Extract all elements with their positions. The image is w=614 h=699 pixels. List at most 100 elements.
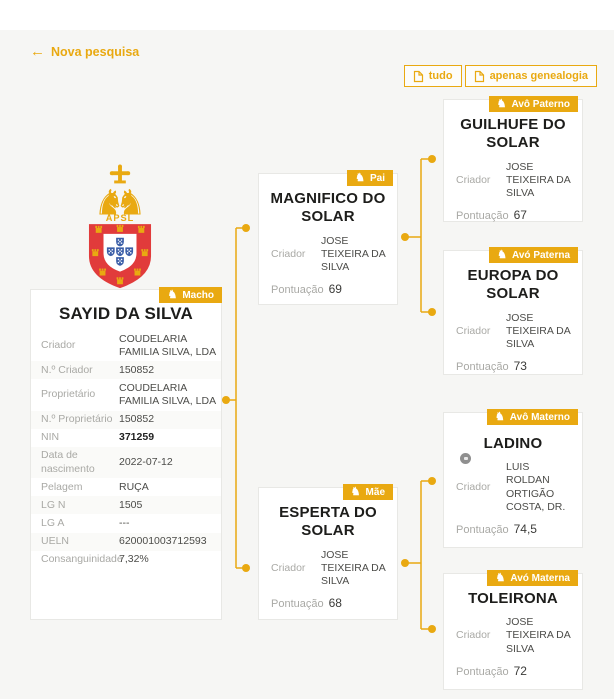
criador-value: JOSE TEIXEIRA DA SILVA: [321, 548, 386, 587]
medal-icon: [460, 453, 471, 464]
field-value: 150852: [119, 413, 155, 426]
criador-value: JOSE TEIXEIRA DA SILVA: [506, 616, 571, 655]
horse-left-icon: ♞: [94, 183, 125, 223]
card-avo-paterna[interactable]: ♞ Avó Paterna EUROPA DO SOLAR Criador JO…: [443, 247, 583, 375]
card-avo-materna[interactable]: ♞ Avó Materna TOLEIRONA Criador JOSE TEI…: [443, 570, 583, 690]
badge-pai: ♞ Pai: [347, 170, 393, 186]
horse-name: GUILHUFE DO SOLAR: [460, 116, 566, 152]
pontuacao-row: Pontuação 68: [259, 590, 397, 616]
criador-row: Criador JOSE TEIXEIRA DA SILVA: [259, 231, 397, 276]
criador-row: Criador JOSE TEIXEIRA DA SILVA: [259, 545, 397, 590]
pontuacao-label: Pontuação: [271, 283, 324, 296]
new-search-link[interactable]: ← Nova pesquisa: [30, 44, 139, 59]
horse-name: MAGNIFICO DO SOLAR: [270, 190, 386, 226]
field-row-num-proprietario: N.º Proprietário 150852: [31, 410, 221, 429]
badge-avo-paterna: ♞ Avó Paterna: [489, 247, 578, 263]
pdf-all-label: tudo: [428, 70, 453, 82]
horse-name: LADINO: [483, 435, 543, 452]
pontuacao-row: Pontuação 74,5: [444, 516, 582, 542]
pontuacao-value: 69: [328, 281, 342, 296]
pontuacao-label: Pontuação: [456, 523, 509, 536]
pontuacao-value: 68: [328, 595, 342, 610]
criador-label: Criador: [456, 173, 491, 186]
new-search-label: Nova pesquisa: [51, 44, 140, 59]
shield-castles: [91, 224, 149, 285]
horse-icon: ♞: [167, 288, 178, 301]
pontuacao-row: Pontuação 67: [444, 202, 582, 228]
field-label: Data de nascimento: [41, 449, 95, 475]
pontuacao-row: Pontuação 69: [259, 276, 397, 302]
criador-value: JOSE TEIXEIRA DA SILVA: [506, 160, 571, 199]
field-label: UELN: [41, 535, 70, 547]
badge-label: Avó Paterna: [512, 249, 570, 261]
badge-mae: ♞ Mãe: [342, 484, 393, 500]
field-label: Consanguinidade: [41, 553, 123, 566]
field-value: 150852: [119, 363, 155, 376]
pontuacao-label: Pontuação: [456, 665, 509, 678]
horse-icon: ♞: [495, 571, 506, 584]
field-label: Proprietário: [41, 388, 96, 401]
field-row-data-nascimento: Data de nascimento 2022-07-12: [31, 446, 221, 479]
field-row-consanguinidade: Consanguinidade 7,32%: [31, 551, 221, 569]
field-value: 620001003712593: [119, 535, 207, 547]
sex-badge-label: Macho: [182, 289, 214, 301]
badge-label: Avô Paterno: [511, 98, 570, 110]
subject-card: ♞ Macho SAYID DA SILVA Criador COUDELARI…: [30, 287, 222, 620]
field-value: COUDELARIA FAMILIA SILVA, LDA: [119, 332, 217, 358]
card-pai[interactable]: ♞ Pai MAGNIFICO DO SOLAR Criador JOSE TE…: [258, 170, 398, 305]
criador-label: Criador: [271, 561, 306, 574]
pontuacao-value: 72: [513, 663, 527, 678]
export-buttons: tudo apenas genealogia: [403, 65, 597, 87]
field-label: Criador: [41, 339, 76, 352]
field-row-nin: NIN 371259: [31, 429, 221, 447]
field-row-proprietario: Proprietário COUDELARIA FAMILIA SILVA, L…: [31, 379, 221, 410]
pdf-icon: [474, 70, 484, 82]
field-row-ueln: UELN 620001003712593: [31, 532, 221, 551]
back-arrow-icon: ←: [30, 43, 45, 60]
badge-label: Pai: [369, 172, 385, 184]
horse-icon: ♞: [355, 171, 365, 184]
criador-row: Criador LUIS ROLDAN ORTIGÃO COSTA, DR.: [444, 457, 582, 516]
field-value: COUDELARIA FAMILIA SILVA, LDA: [119, 381, 217, 407]
pontuacao-label: Pontuação: [456, 360, 509, 373]
horse-icon: ♞: [496, 97, 507, 110]
field-value: 1505: [119, 498, 143, 511]
field-label: NIN: [41, 431, 60, 444]
field-value: 2022-07-12: [119, 455, 173, 468]
badge-avo-paterno: ♞ Avô Paterno: [488, 96, 578, 112]
field-row-lga: LG A ---: [31, 514, 221, 532]
criador-value: JOSE TEIXEIRA DA SILVA: [506, 311, 571, 350]
horse-icon: ♞: [494, 410, 505, 423]
field-label: LG N: [41, 498, 66, 511]
pontuacao-value: 67: [513, 207, 527, 222]
field-value: RUÇA: [119, 480, 149, 493]
field-row-pelagem: Pelagem RUÇA: [31, 478, 221, 496]
shield-quinas: [106, 237, 134, 266]
card-avo-materno[interactable]: ♞ Avô Materno LADINO Criador LUIS ROLDAN…: [443, 409, 583, 548]
card-mae[interactable]: ♞ Mãe ESPERTA DO SOLAR Criador JOSE TEIX…: [258, 484, 398, 620]
criador-row: Criador JOSE TEIXEIRA DA SILVA: [444, 308, 582, 353]
subject-fields: Criador COUDELARIA FAMILIA SILVA, LDA N.…: [31, 330, 221, 569]
pontuacao-label: Pontuação: [456, 209, 509, 222]
field-row-lgn: LG N 1505: [31, 496, 221, 515]
pdf-genealogy-button[interactable]: apenas genealogia: [464, 65, 597, 87]
field-row-num-criador: N.º Criador 150852: [31, 361, 221, 380]
criador-label: Criador: [456, 324, 491, 337]
pontuacao-row: Pontuação 73: [444, 353, 582, 379]
field-value: 371259: [119, 431, 155, 444]
criador-row: Criador JOSE TEIXEIRA DA SILVA: [444, 157, 582, 202]
field-label: N.º Proprietário: [41, 413, 113, 426]
criador-value: LUIS ROLDAN ORTIGÃO COSTA, DR.: [506, 461, 566, 513]
field-row-criador: Criador COUDELARIA FAMILIA SILVA, LDA: [31, 330, 221, 361]
sex-badge: ♞ Macho: [159, 287, 222, 303]
subject-name: SAYID DA SILVA: [58, 304, 194, 323]
pontuacao-label: Pontuação: [271, 597, 324, 610]
horse-name: TOLEIRONA: [468, 590, 558, 607]
pontuacao-row: Pontuação 72: [444, 658, 582, 684]
apsl-text: APSL: [106, 213, 134, 223]
badge-label: Avô Materno: [509, 411, 570, 423]
card-avo-paterno[interactable]: ♞ Avô Paterno GUILHUFE DO SOLAR Criador …: [443, 96, 583, 222]
field-label: LG A: [41, 516, 65, 529]
pdf-all-button[interactable]: tudo: [403, 65, 462, 87]
